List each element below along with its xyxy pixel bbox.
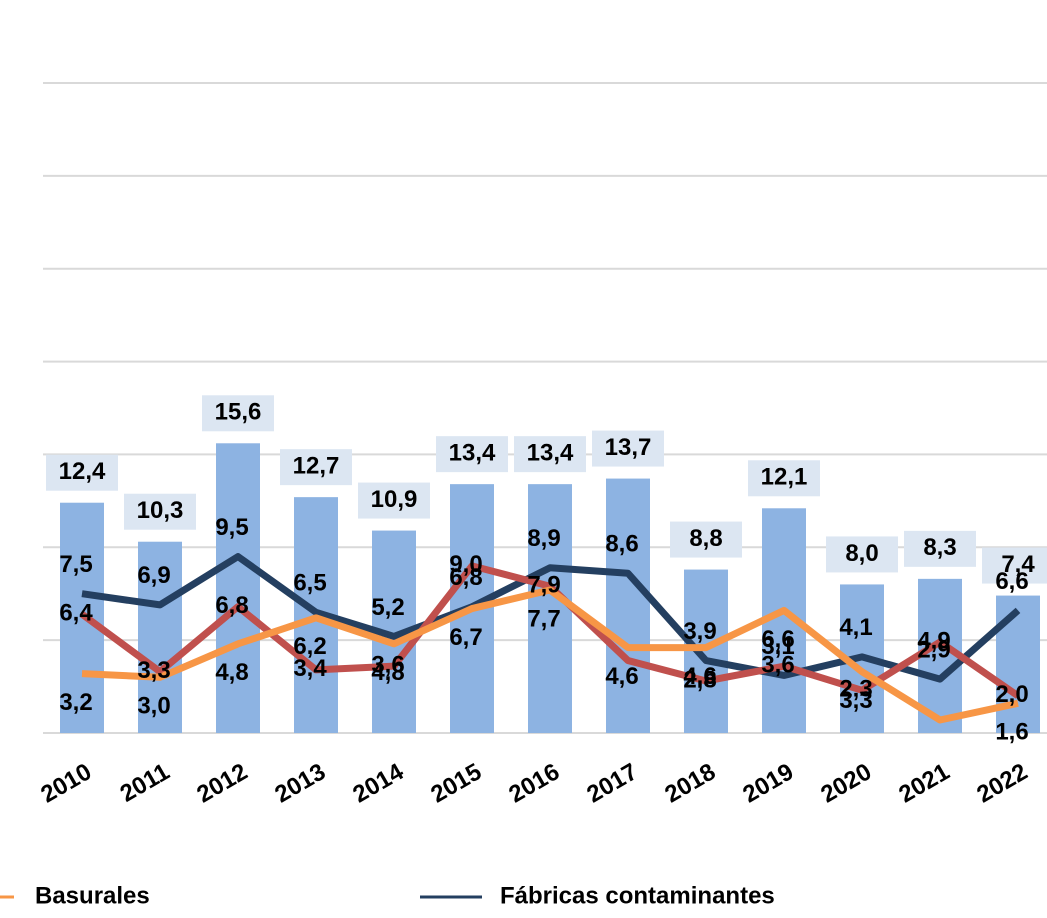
bar bbox=[138, 541, 182, 733]
data-label: 12,1 bbox=[761, 464, 808, 491]
data-label: 8,6 bbox=[605, 531, 638, 558]
x-tick-label: 2016 bbox=[504, 758, 564, 808]
data-label: 2,0 bbox=[995, 681, 1028, 708]
data-label: 3,6 bbox=[761, 651, 794, 678]
bar bbox=[528, 484, 572, 733]
data-label: 6,6 bbox=[761, 626, 794, 653]
x-tick-label: 2020 bbox=[816, 758, 876, 808]
data-label: 10,3 bbox=[137, 497, 184, 524]
data-label-bg bbox=[358, 482, 430, 519]
data-label: 7,4 bbox=[1001, 551, 1035, 578]
data-label: 13,4 bbox=[527, 439, 574, 466]
data-label: 8,8 bbox=[689, 525, 722, 552]
data-label: 4,9 bbox=[917, 627, 950, 654]
data-label: 5,2 bbox=[371, 594, 404, 621]
data-label-bg bbox=[748, 460, 820, 497]
data-label-bg bbox=[592, 430, 664, 467]
data-label: 4,8 bbox=[215, 659, 248, 686]
data-label: 13,4 bbox=[449, 439, 496, 466]
data-label: 6,8 bbox=[215, 592, 248, 619]
data-label-bg bbox=[280, 449, 352, 486]
data-label-bg bbox=[46, 454, 118, 491]
data-label: 3,2 bbox=[59, 689, 92, 716]
data-label-bg bbox=[982, 547, 1047, 584]
data-label: 7,5 bbox=[59, 551, 92, 578]
data-label: 2,3 bbox=[839, 676, 872, 703]
data-label: 3,3 bbox=[839, 687, 872, 714]
x-tick-label: 2017 bbox=[582, 758, 642, 808]
data-label: 7,7 bbox=[527, 605, 560, 632]
data-label: 3,4 bbox=[293, 655, 327, 682]
data-label: 8,3 bbox=[923, 534, 956, 561]
data-label: 6,8 bbox=[449, 564, 482, 591]
data-label: 15,6 bbox=[215, 399, 262, 426]
data-label: 3,3 bbox=[137, 657, 170, 684]
legend-label: Basurales bbox=[35, 882, 150, 909]
data-label: 9,0 bbox=[449, 551, 482, 578]
data-label: 6,6 bbox=[995, 568, 1028, 595]
data-label-bg bbox=[436, 436, 508, 473]
x-tick-label: 2018 bbox=[660, 758, 720, 808]
data-label: 3,9 bbox=[683, 618, 716, 645]
data-label: 3,6 bbox=[371, 651, 404, 678]
data-label: 4,8 bbox=[371, 659, 404, 686]
data-label: 6,4 bbox=[59, 599, 93, 626]
x-tick-label: 2011 bbox=[116, 758, 175, 807]
data-label: 4,6 bbox=[683, 663, 716, 690]
data-label: 12,7 bbox=[293, 452, 340, 479]
data-label: 1,6 bbox=[995, 719, 1028, 746]
line bbox=[81, 586, 1019, 724]
data-label-bg bbox=[202, 395, 274, 432]
data-label-bg bbox=[826, 536, 898, 573]
data-label-bg bbox=[670, 521, 742, 558]
data-label: 6,7 bbox=[449, 624, 482, 651]
data-label: 8,0 bbox=[845, 540, 878, 567]
bar bbox=[996, 595, 1040, 733]
data-label: 4,6 bbox=[605, 663, 638, 690]
x-tick-label: 2013 bbox=[270, 758, 330, 808]
x-tick-label: 2010 bbox=[36, 758, 96, 808]
data-label: 3,0 bbox=[137, 693, 170, 720]
data-label: 6,2 bbox=[293, 633, 326, 660]
x-tick-label: 2022 bbox=[972, 758, 1032, 808]
data-label: 13,7 bbox=[605, 434, 652, 461]
data-label: 6,5 bbox=[293, 570, 326, 597]
bar bbox=[216, 443, 260, 733]
x-tick-label: 2021 bbox=[894, 758, 954, 808]
data-label-bg bbox=[904, 530, 976, 567]
data-label: 2,9 bbox=[917, 636, 950, 663]
data-label: 2,8 bbox=[683, 666, 716, 693]
data-label: 7,9 bbox=[527, 572, 560, 599]
data-label: 9,5 bbox=[215, 514, 248, 541]
legend-label: Fábricas contaminantes bbox=[500, 882, 775, 909]
x-tick-label: 2012 bbox=[192, 758, 252, 808]
bar bbox=[606, 478, 650, 733]
line bbox=[81, 553, 1021, 683]
bar bbox=[684, 569, 728, 733]
x-tick-label: 2019 bbox=[738, 758, 798, 808]
data-label-bg bbox=[124, 493, 196, 530]
data-label: 8,9 bbox=[527, 525, 560, 552]
x-tick-label: 2014 bbox=[348, 758, 408, 808]
x-tick-label: 2015 bbox=[426, 758, 486, 808]
data-label-bg bbox=[514, 436, 586, 473]
data-label: 10,9 bbox=[371, 486, 418, 513]
line bbox=[79, 562, 1020, 699]
data-label: 4,1 bbox=[839, 614, 872, 641]
data-label: 12,4 bbox=[59, 458, 106, 485]
data-label: 3,1 bbox=[761, 633, 794, 660]
data-label: 6,9 bbox=[137, 562, 170, 589]
